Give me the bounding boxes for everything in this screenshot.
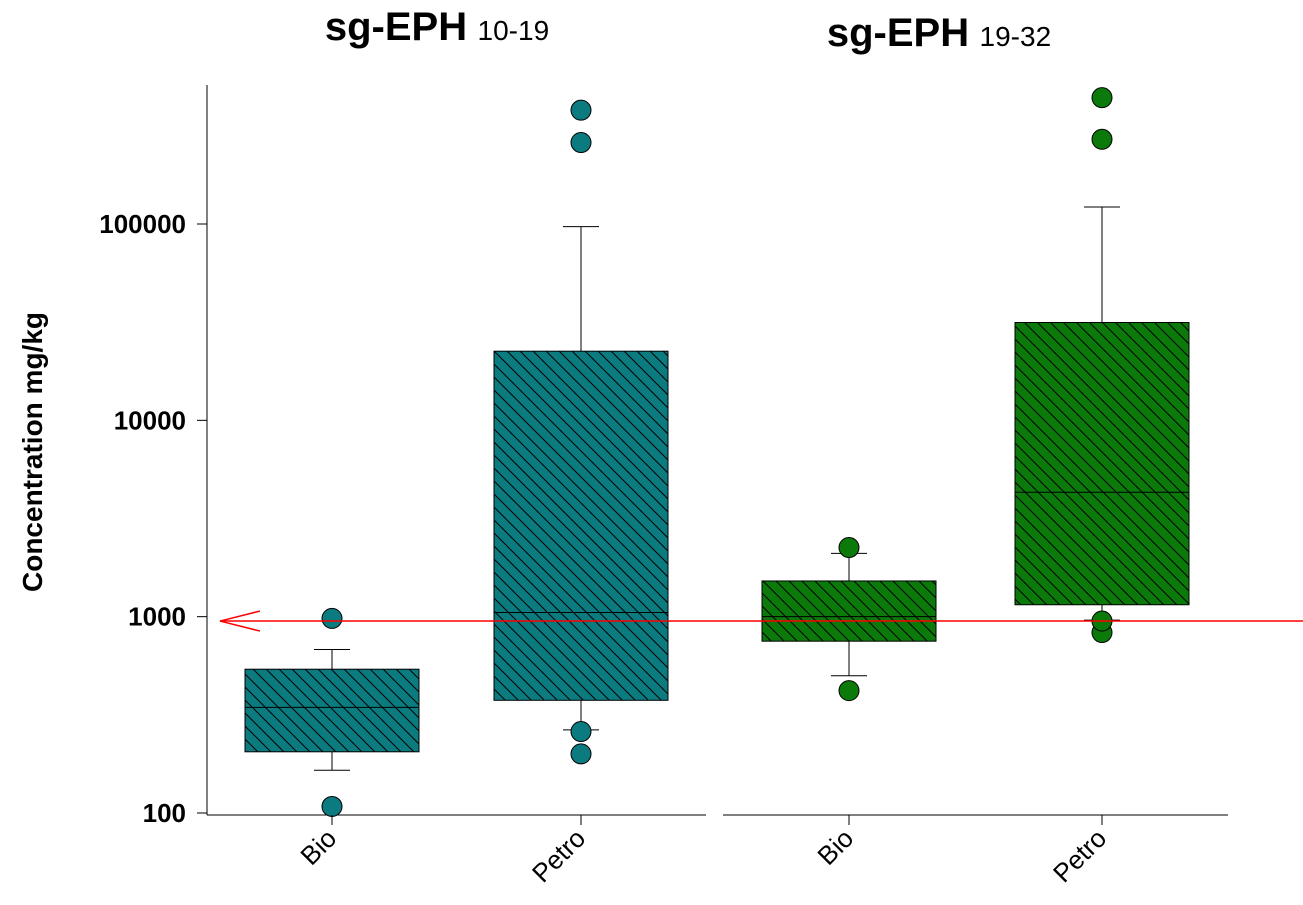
plot-layer: 100 1000 10000 100000 Bio Petro Bio Petro <box>99 87 1303 888</box>
outlier-point <box>570 721 592 743</box>
outlier-point <box>838 680 860 702</box>
outlier-point <box>838 537 860 559</box>
outlier-point <box>570 743 592 765</box>
box-group-bio: Bio <box>244 607 420 871</box>
box <box>761 580 937 642</box>
outlier-point <box>1091 128 1113 150</box>
y-axis-label: Concentration mg/kg <box>17 312 48 592</box>
box-group-petro: Petro <box>1014 87 1190 888</box>
box-group-petro: Petro <box>493 99 669 888</box>
x-tick-label: Bio <box>294 823 342 871</box>
box <box>493 350 669 701</box>
outlier-point <box>1091 87 1113 109</box>
x-tick-label: Petro <box>1047 823 1112 888</box>
box <box>1014 321 1190 606</box>
y-tick-label: 100 <box>143 798 186 828</box>
outlier-point <box>570 99 592 121</box>
outlier-point <box>321 607 343 629</box>
box-group-bio: Bio <box>761 537 937 871</box>
panel-title-1: sg-EPH 19-32 <box>827 11 1051 55</box>
y-tick-label: 10000 <box>114 405 186 435</box>
outlier-point <box>321 795 343 817</box>
panel-title-0: sg-EPH 10-19 <box>325 5 549 49</box>
outlier-point <box>570 132 592 154</box>
x-tick-label: Bio <box>811 823 859 871</box>
reference-arrow-head <box>219 610 261 632</box>
y-tick-label: 100000 <box>99 209 186 239</box>
x-tick-label: Petro <box>526 823 591 888</box>
box <box>244 668 420 753</box>
y-tick-label: 1000 <box>128 602 186 632</box>
